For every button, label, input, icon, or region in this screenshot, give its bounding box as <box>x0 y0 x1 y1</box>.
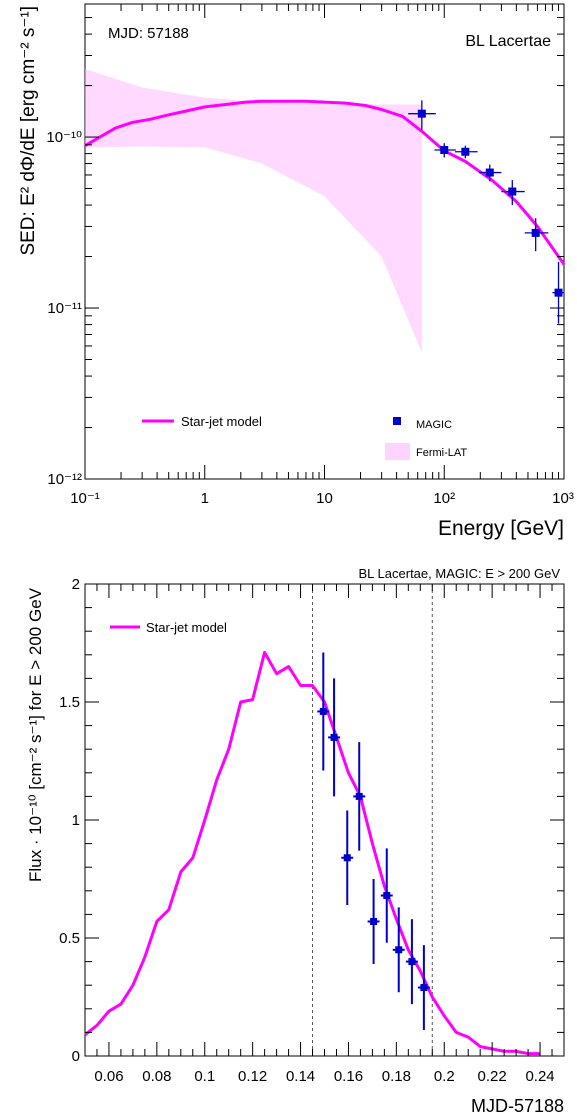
lightcurve-plot: 0.06 0.08 0.1 0.12 0.14 0.16 0.18 0.2 0.22 0.24 0 0… <box>26 566 565 1116</box>
lightcurve-x-tick-label: 0.08 <box>142 1068 171 1085</box>
magic-point <box>408 100 436 130</box>
sed-mjd-annotation: MJD: 57188 <box>108 25 189 42</box>
lightcurve-title: BL Lacertae, MAGIC: E > 200 GeV <box>359 566 561 581</box>
lightcurve-magic-point <box>392 907 405 993</box>
lightcurve-magic-marker <box>370 917 378 925</box>
sed-legend-fermi-label: Fermi-LAT <box>416 447 467 459</box>
lightcurve-x-tick-label: 0.22 <box>478 1068 507 1085</box>
lightcurve-magic-point <box>367 879 380 964</box>
lightcurve-magic-point <box>317 652 330 771</box>
magic-marker <box>531 228 540 237</box>
lightcurve-x-tick-label: 0.2 <box>434 1068 455 1085</box>
star-jet-model-line <box>84 99 566 266</box>
magic-marker <box>508 187 517 196</box>
sed-y-axis-title: SED: E² dΦ/dE [erg cm⁻² s⁻¹] <box>18 6 39 256</box>
lightcurve-x-tick-label: 0.14 <box>286 1068 315 1085</box>
sed-legend-fermi-swatch <box>385 443 410 460</box>
sed-source-annotation: BL Lacertae <box>465 33 551 50</box>
magic-point <box>552 261 564 324</box>
sed-x-tick-label: 1 <box>201 490 209 507</box>
lightcurve-magic-marker <box>420 984 428 992</box>
lightcurve-x-tick-label: 0.12 <box>238 1068 267 1085</box>
lightcurve-x-axis-title: MJD-57188 <box>471 1096 564 1116</box>
sed-legend-model-label: Star-jet model <box>181 414 262 429</box>
sed-x-tick-label: 10⁻¹ <box>70 490 100 507</box>
lightcurve-magic-marker <box>408 958 416 966</box>
star-jet-model-layer <box>84 99 566 266</box>
lightcurve-magic-point <box>405 919 418 1005</box>
magic-point <box>501 180 525 206</box>
sed-x-tick-label: 10² <box>433 490 455 507</box>
lightcurve-model-layer <box>84 650 540 1056</box>
lightcurve-legend-model-label: Star-jet model <box>146 620 227 635</box>
magic-point <box>524 218 549 252</box>
fermi-lat-band <box>85 69 422 353</box>
lightcurve-magic-point <box>353 742 366 851</box>
lightcurve-magic-marker <box>343 854 351 862</box>
sed-axis-ticks <box>84 3 565 480</box>
sed-y-tick-label: 10⁻¹⁰ <box>46 129 82 146</box>
lightcurve-x-tick-label: 0.24 <box>525 1068 554 1085</box>
lightcurve-magic-point <box>328 678 341 797</box>
lightcurve-model-line <box>84 650 540 1056</box>
sed-tick-labels: 10⁻¹ 1 10 10² 10³ 10⁻¹² 10⁻¹¹ 10⁻¹⁰ <box>46 129 573 507</box>
lightcurve-y-tick-label: 1.5 <box>59 694 80 711</box>
magic-marker <box>554 288 563 297</box>
lightcurve-magic-marker <box>395 946 403 954</box>
lightcurve-y-tick-label: 0.5 <box>59 930 80 947</box>
lightcurve-magic-points-layer <box>317 652 430 1031</box>
magic-marker <box>440 145 449 154</box>
lightcurve-x-tick-label: 0.16 <box>334 1068 363 1085</box>
magic-point <box>478 164 502 182</box>
lightcurve-axis-ticks <box>84 583 565 1057</box>
lightcurve-magic-point <box>417 945 430 1031</box>
sed-plot-frame <box>84 3 565 480</box>
magic-marker <box>461 147 470 156</box>
sed-y-tick-label: 10⁻¹¹ <box>47 300 82 317</box>
sed-y-tick-label: 10⁻¹² <box>47 471 82 488</box>
lightcurve-x-tick-label: 0.18 <box>382 1068 411 1085</box>
lightcurve-magic-marker <box>355 792 363 800</box>
magic-marker <box>485 168 494 177</box>
lightcurve-y-tick-label: 1 <box>72 812 80 829</box>
fermi-lat-band-layer <box>85 69 422 353</box>
magic-marker <box>417 109 426 118</box>
magic-point <box>434 143 456 158</box>
sed-legend-magic-swatch <box>393 417 401 425</box>
lightcurve-y-tick-label: 0 <box>72 1048 80 1065</box>
lightcurve-tick-labels: 0.06 0.08 0.1 0.12 0.14 0.16 0.18 0.2 0.22 0.24 0 0… <box>59 576 555 1085</box>
lightcurve-plot-frame <box>84 583 565 1057</box>
magic-points-layer <box>408 100 564 324</box>
lightcurve-vertical-lines <box>312 584 433 1056</box>
lightcurve-magic-point <box>380 848 393 943</box>
lightcurve-x-tick-label: 0.06 <box>94 1068 123 1085</box>
lightcurve-magic-point <box>341 810 354 905</box>
magic-point <box>455 145 478 159</box>
sed-x-axis-title: Energy [GeV] <box>438 517 564 540</box>
lightcurve-magic-marker <box>383 892 391 900</box>
lightcurve-magic-marker <box>330 733 338 741</box>
sed-x-tick-label: 10 <box>316 490 333 507</box>
lightcurve-x-tick-label: 0.1 <box>194 1068 215 1085</box>
sed-x-tick-label: 10³ <box>552 490 574 507</box>
lightcurve-y-tick-label: 2 <box>72 576 80 593</box>
lightcurve-magic-marker <box>319 707 327 715</box>
lightcurve-y-axis-title: Flux · 10⁻¹⁰ [cm⁻² s⁻¹] for E > 200 GeV <box>26 587 45 882</box>
sed-legend-magic-label: MAGIC <box>416 419 452 431</box>
